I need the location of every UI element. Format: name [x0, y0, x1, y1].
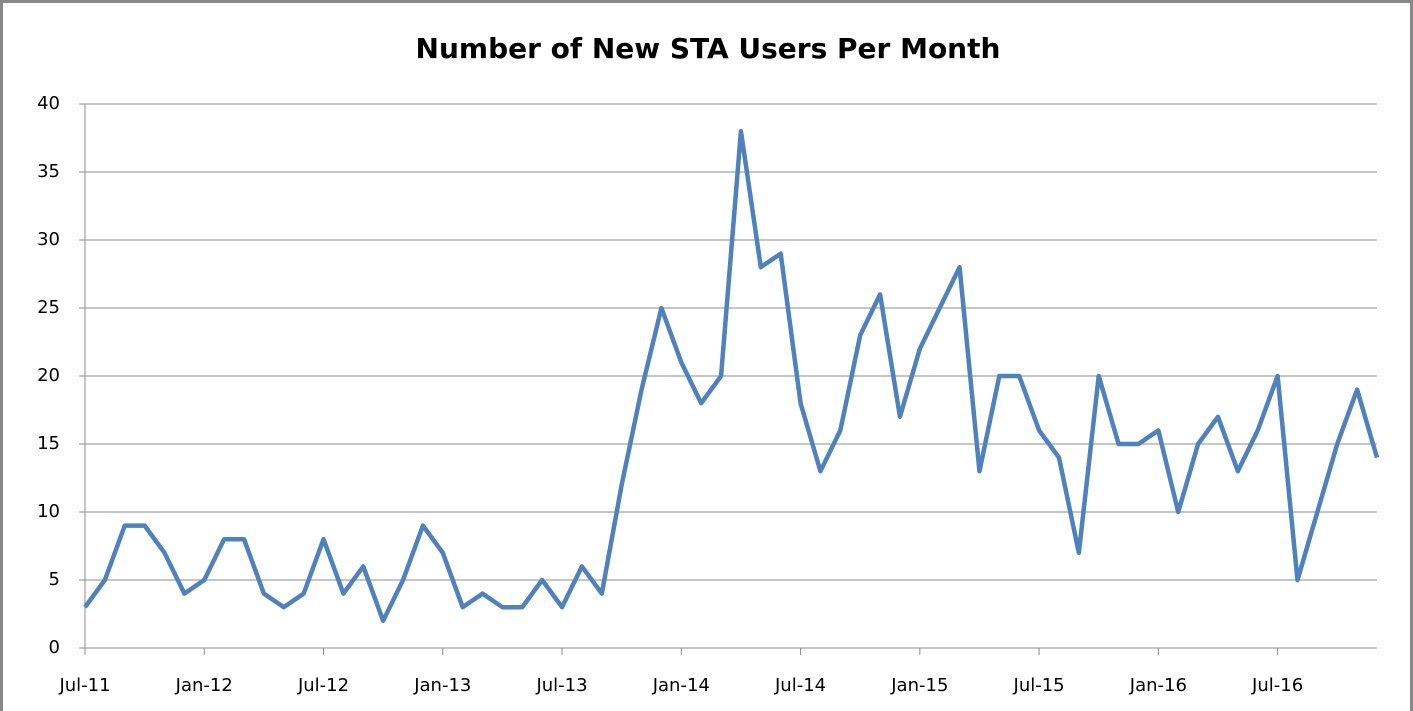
y-tick-label: 10: [37, 501, 60, 522]
y-tick-label: 0: [49, 637, 60, 658]
y-tick-label: 5: [49, 569, 60, 590]
y-tick-label: 40: [37, 93, 60, 114]
data-line: [83, 128, 1380, 624]
x-tick-label: Jan-13: [413, 675, 471, 696]
x-tick-label: Jul-13: [535, 675, 587, 696]
x-tick-label: Jan-14: [652, 675, 710, 696]
y-tick-label: 15: [37, 433, 60, 454]
y-tick-label: 25: [37, 297, 60, 318]
x-tick-label: Jul-14: [774, 675, 826, 696]
x-tick-label: Jul-16: [1251, 675, 1303, 696]
x-tick-label: Jul-11: [58, 675, 110, 696]
x-tick-label: Jul-12: [297, 675, 349, 696]
x-tick-label: Jan-15: [890, 675, 948, 696]
y-tick-label: 20: [37, 365, 60, 386]
y-tick-label: 30: [37, 229, 60, 250]
x-tick-label: Jan-16: [1129, 675, 1187, 696]
x-tick-label: Jan-12: [175, 675, 233, 696]
x-tick-label: Jul-15: [1013, 675, 1065, 696]
chart-title: Number of New STA Users Per Month: [416, 32, 1001, 65]
y-tick-label: 35: [37, 161, 60, 182]
